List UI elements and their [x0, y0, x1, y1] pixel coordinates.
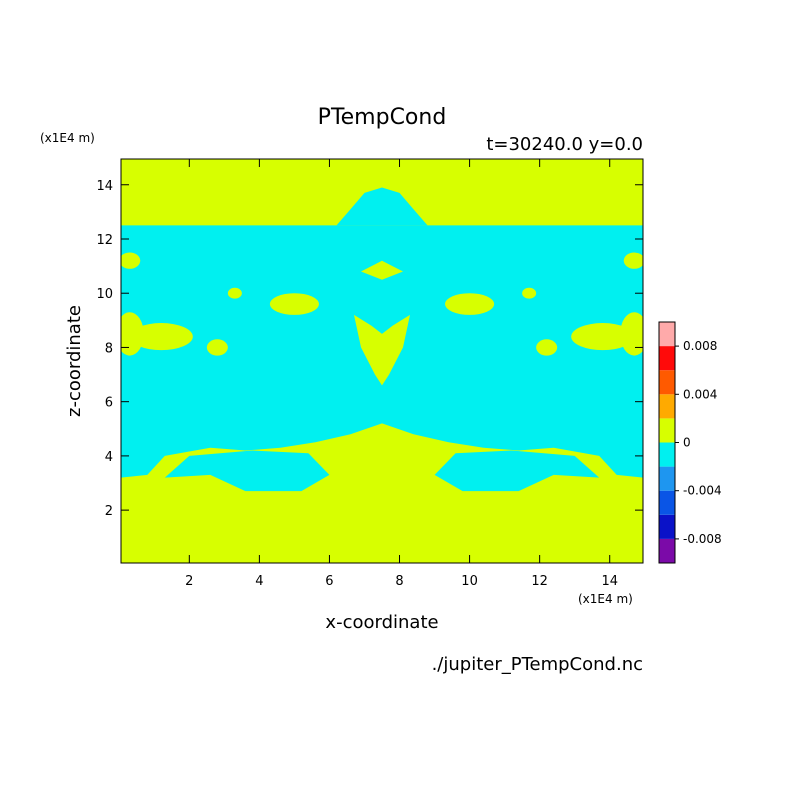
lower-lobe: [164, 450, 330, 492]
x-tick-label: 8: [395, 574, 403, 589]
y-tick-label: 12: [96, 233, 113, 248]
positive-island: [559, 197, 569, 205]
y-axis-label: z-coordinate: [64, 305, 85, 417]
center-upper-island: [361, 260, 403, 280]
colorbar-tick-label: -0.004: [683, 484, 722, 498]
x-tick-label: 2: [185, 574, 193, 589]
x-axis: 2 4 6 8 10 12 14: [185, 159, 618, 589]
chart-subtitle: t=30240.0 y=0.0: [486, 134, 643, 155]
chart-title: PTempCond: [318, 105, 447, 130]
colorbar-swatch: [659, 322, 675, 347]
y-tick-label: 10: [96, 287, 113, 302]
colorbar-swatch: [659, 418, 675, 443]
positive-island: [571, 323, 635, 351]
positive-island: [269, 293, 319, 315]
colorbar-swatch: [659, 346, 675, 371]
positive-island: [445, 293, 495, 315]
colorbar-swatch: [659, 370, 675, 395]
positive-island: [129, 323, 193, 351]
colorbar: -0.008 -0.004 0 0.004 0.008: [658, 321, 722, 564]
source-file-label: ./jupiter_PTempCond.nc: [432, 654, 643, 675]
colorbar-tick-label: -0.008: [683, 532, 722, 546]
colorbar-swatch: [659, 538, 675, 563]
colorbar-tick-label: 0.008: [683, 339, 717, 353]
y-tick-label: 14: [96, 179, 113, 194]
colorbar-swatch: [659, 490, 675, 515]
x-tick-label: 10: [461, 574, 478, 589]
positive-island: [620, 312, 643, 356]
colorbar-swatch: [659, 394, 675, 419]
positive-island: [623, 252, 643, 269]
y-tick-label: 4: [105, 450, 113, 465]
colorbar-tick-label: 0.004: [683, 387, 717, 401]
y-tick-label: 6: [105, 396, 113, 411]
x-tick-label: 14: [601, 574, 618, 589]
lower-lobe: [434, 450, 600, 492]
plot-frame: [120, 158, 644, 564]
top-blob: [336, 187, 428, 226]
x-tick-label: 12: [531, 574, 548, 589]
positive-island: [121, 252, 141, 269]
colorbar-swatch: [659, 466, 675, 491]
plot-area: [121, 159, 643, 563]
y-tick-label: 8: [105, 341, 113, 356]
positive-island: [206, 339, 228, 356]
positive-island: [195, 197, 205, 205]
colorbar-tick-label: 0: [683, 436, 691, 450]
positive-island: [536, 339, 558, 356]
x-unit-label: (x1E4 m): [578, 592, 633, 606]
x-tick-label: 6: [325, 574, 333, 589]
colorbar-swatch: [659, 514, 675, 539]
positive-island: [227, 287, 242, 299]
y-axis: 2 4 6 8 10 12 14: [96, 179, 643, 519]
x-axis-label: x-coordinate: [325, 612, 438, 633]
x-tick-label: 4: [255, 574, 263, 589]
center-funnel: [354, 314, 410, 386]
positive-island: [121, 312, 144, 356]
colorbar-swatch: [659, 442, 675, 467]
y-tick-label: 2: [105, 504, 113, 519]
positive-island: [522, 287, 537, 299]
y-unit-label: (x1E4 m): [40, 131, 95, 145]
